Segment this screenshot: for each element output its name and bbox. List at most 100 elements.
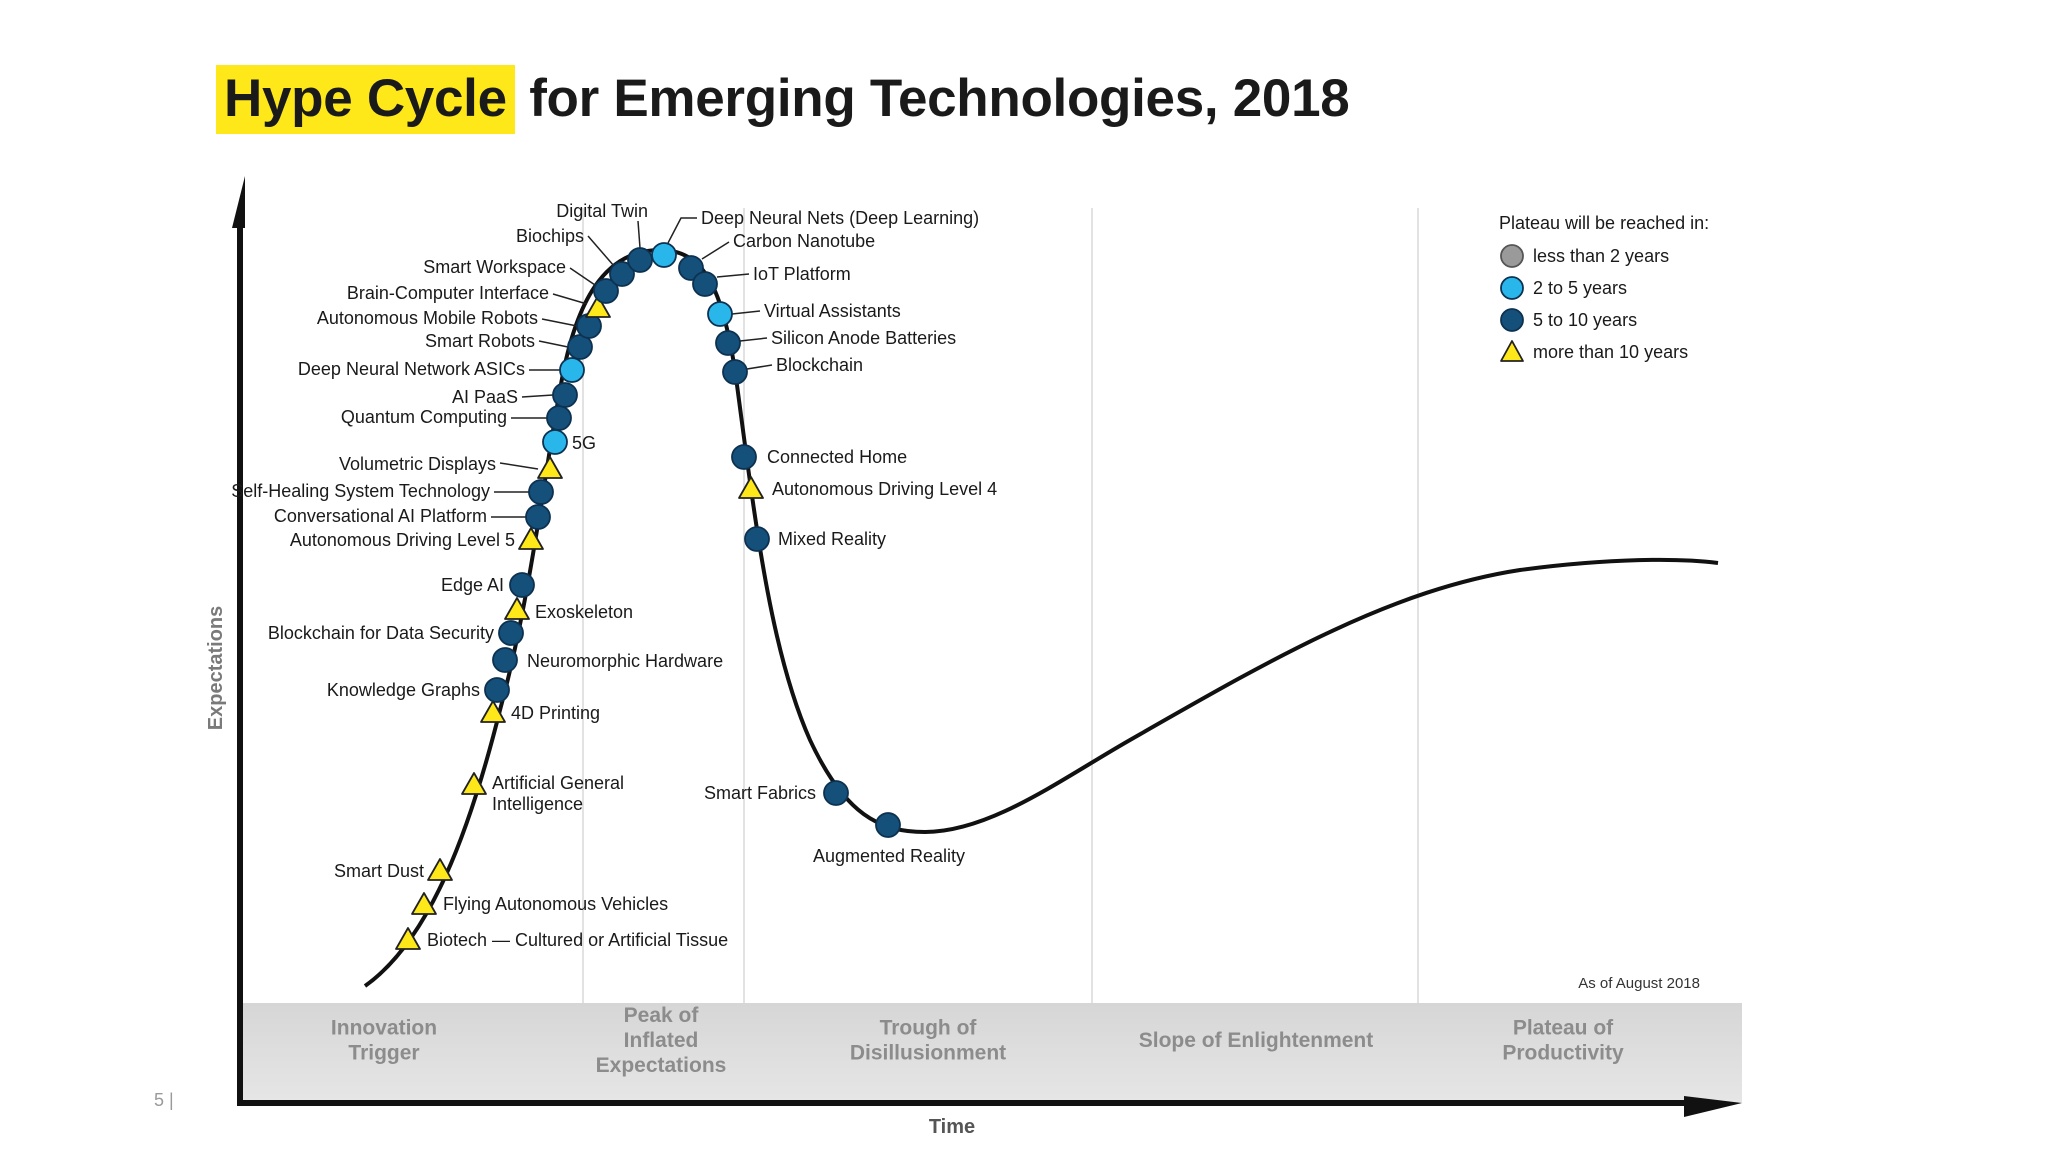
marker-conversational-ai-platform [525,504,551,530]
marker-deep-neural-network-asics [559,357,585,383]
label-brain-computer-interface: Brain-Computer Interface [347,283,549,303]
label-exoskeleton: Exoskeleton [535,602,633,622]
label-digital-twin: Digital Twin [556,201,648,221]
label-autonomous-mobile-robots: Autonomous Mobile Robots [317,308,538,328]
leader-line-ai-paas [521,394,554,398]
label-augmented-reality: Augmented Reality [813,846,965,866]
label-quantum-computing: Quantum Computing [341,407,507,427]
marker-autonomous-driving-level-4 [738,476,764,499]
marker-deep-neural-nets-deep-learning [651,242,677,268]
marker-volumetric-displays [537,456,563,479]
marker-blockchain-for-data-security [498,620,524,646]
label-deep-neural-network-asics: Deep Neural Network ASICs [298,359,525,379]
marker-ai-paas [552,382,578,408]
marker-self-healing-system-technology [528,479,554,505]
phase-band [243,1003,1742,1103]
legend-marker-more-than-10-years [1500,340,1524,362]
marker-smart-workspace [593,278,619,304]
label-biotech-cultured-or-artificial-tissue: Biotech — Cultured or Artificial Tissue [427,930,728,950]
label-autonomous-driving-level-4: Autonomous Driving Level 4 [772,479,997,499]
leader-line-iot-platform [716,273,750,278]
phase-label: Slope of Enlightenment [1139,1029,1374,1052]
marker-augmented-reality [875,812,901,838]
title-rest: for Emerging Technologies, 2018 [514,69,1350,128]
label-deep-neural-nets-deep-learning: Deep Neural Nets (Deep Learning) [701,208,979,228]
marker-blockchain [722,359,748,385]
leader-line-smart-robots [538,340,569,348]
legend-label-more-than-10-years: more than 10 years [1533,342,1688,362]
label-ai-paas: AI PaaS [452,387,518,407]
leader-line-blockchain [746,364,773,370]
marker-digital-twin [627,247,653,273]
phase-label: Trigger [348,1042,419,1065]
marker-silicon-anode-batteries [715,330,741,356]
label-artificial-general-intelligence: Artificial General Intelligence [492,773,624,814]
legend-label-5-to-10-years: 5 to 10 years [1533,310,1637,330]
label-connected-home: Connected Home [767,447,907,467]
label-smart-robots: Smart Robots [425,331,535,351]
leader-line-autonomous-mobile-robots [541,318,578,327]
page-number: 5 | [154,1090,174,1110]
marker-knowledge-graphs [484,677,510,703]
marker-smart-fabrics [823,780,849,806]
marker-exoskeleton [504,597,530,620]
leader-line-biochips [587,235,615,267]
leader-line-brain-computer-interface [552,293,588,305]
leader-line-virtual-assistants [731,310,761,315]
as-of-note: As of August 2018 [1578,975,1700,992]
legend-marker-less-than-2-years [1500,244,1524,268]
phase-label: Inflated [624,1029,699,1052]
phase-label: Peak of [624,1004,700,1027]
marker-brain-computer-interface [585,295,611,318]
label-mixed-reality: Mixed Reality [778,529,886,549]
marker-autonomous-driving-level-5 [518,527,544,550]
marker-connected-home [731,444,757,470]
legend-marker-5-to-10-years [1500,308,1524,332]
leader-line-silicon-anode-batteries [739,337,768,342]
phase-label: Productivity [1502,1042,1624,1065]
label-self-healing-system-technology: Self-Healing System Technology [231,481,490,501]
phase-label: Trough of [880,1017,978,1040]
marker-artificial-general-intelligence [461,772,487,795]
label-autonomous-driving-level-5: Autonomous Driving Level 5 [290,530,515,550]
marker-5g [542,429,568,455]
phase-label: Disillusionment [850,1042,1006,1065]
label-volumetric-displays: Volumetric Displays [339,454,496,474]
leader-line-smart-workspace [569,267,596,286]
marker-biotech-cultured-or-artificial-tissue [395,927,421,950]
leader-line-deep-neural-nets-deep-learning [667,217,697,244]
label-knowledge-graphs: Knowledge Graphs [327,680,480,700]
legend-label-less-than-2-years: less than 2 years [1533,246,1669,266]
phase-label: Plateau of [1513,1017,1614,1040]
leader-line-digital-twin [637,220,641,249]
phase-label: Expectations [596,1054,727,1077]
label-blockchain-for-data-security: Blockchain for Data Security [268,623,494,643]
x-axis-arrow [1684,1096,1742,1117]
label-5g: 5G [572,433,596,453]
marker-smart-dust [427,858,453,881]
label-neuromorphic-hardware: Neuromorphic Hardware [527,651,723,671]
marker-biochips [609,261,635,287]
marker-flying-autonomous-vehicles [411,892,437,915]
label-edge-ai: Edge AI [441,575,504,595]
marker-virtual-assistants [707,301,733,327]
label-flying-autonomous-vehicles: Flying Autonomous Vehicles [443,894,668,914]
label-blockchain: Blockchain [776,355,863,375]
marker-neuromorphic-hardware [492,647,518,673]
y-axis-label: Expectations [205,606,227,730]
label-silicon-anode-batteries: Silicon Anode Batteries [771,328,956,348]
marker-edge-ai [509,572,535,598]
phase-label: Innovation [331,1017,437,1040]
label-smart-dust: Smart Dust [334,861,424,881]
label-conversational-ai-platform: Conversational AI Platform [274,506,487,526]
marker-iot-platform [692,271,718,297]
y-axis-arrow [232,176,245,228]
marker-4d-printing [480,700,506,723]
leader-line-carbon-nanotube [701,241,730,260]
label-biochips: Biochips [516,226,584,246]
legend-label-2-to-5-years: 2 to 5 years [1533,278,1627,298]
legend-marker-2-to-5-years [1500,276,1524,300]
marker-mixed-reality [744,526,770,552]
